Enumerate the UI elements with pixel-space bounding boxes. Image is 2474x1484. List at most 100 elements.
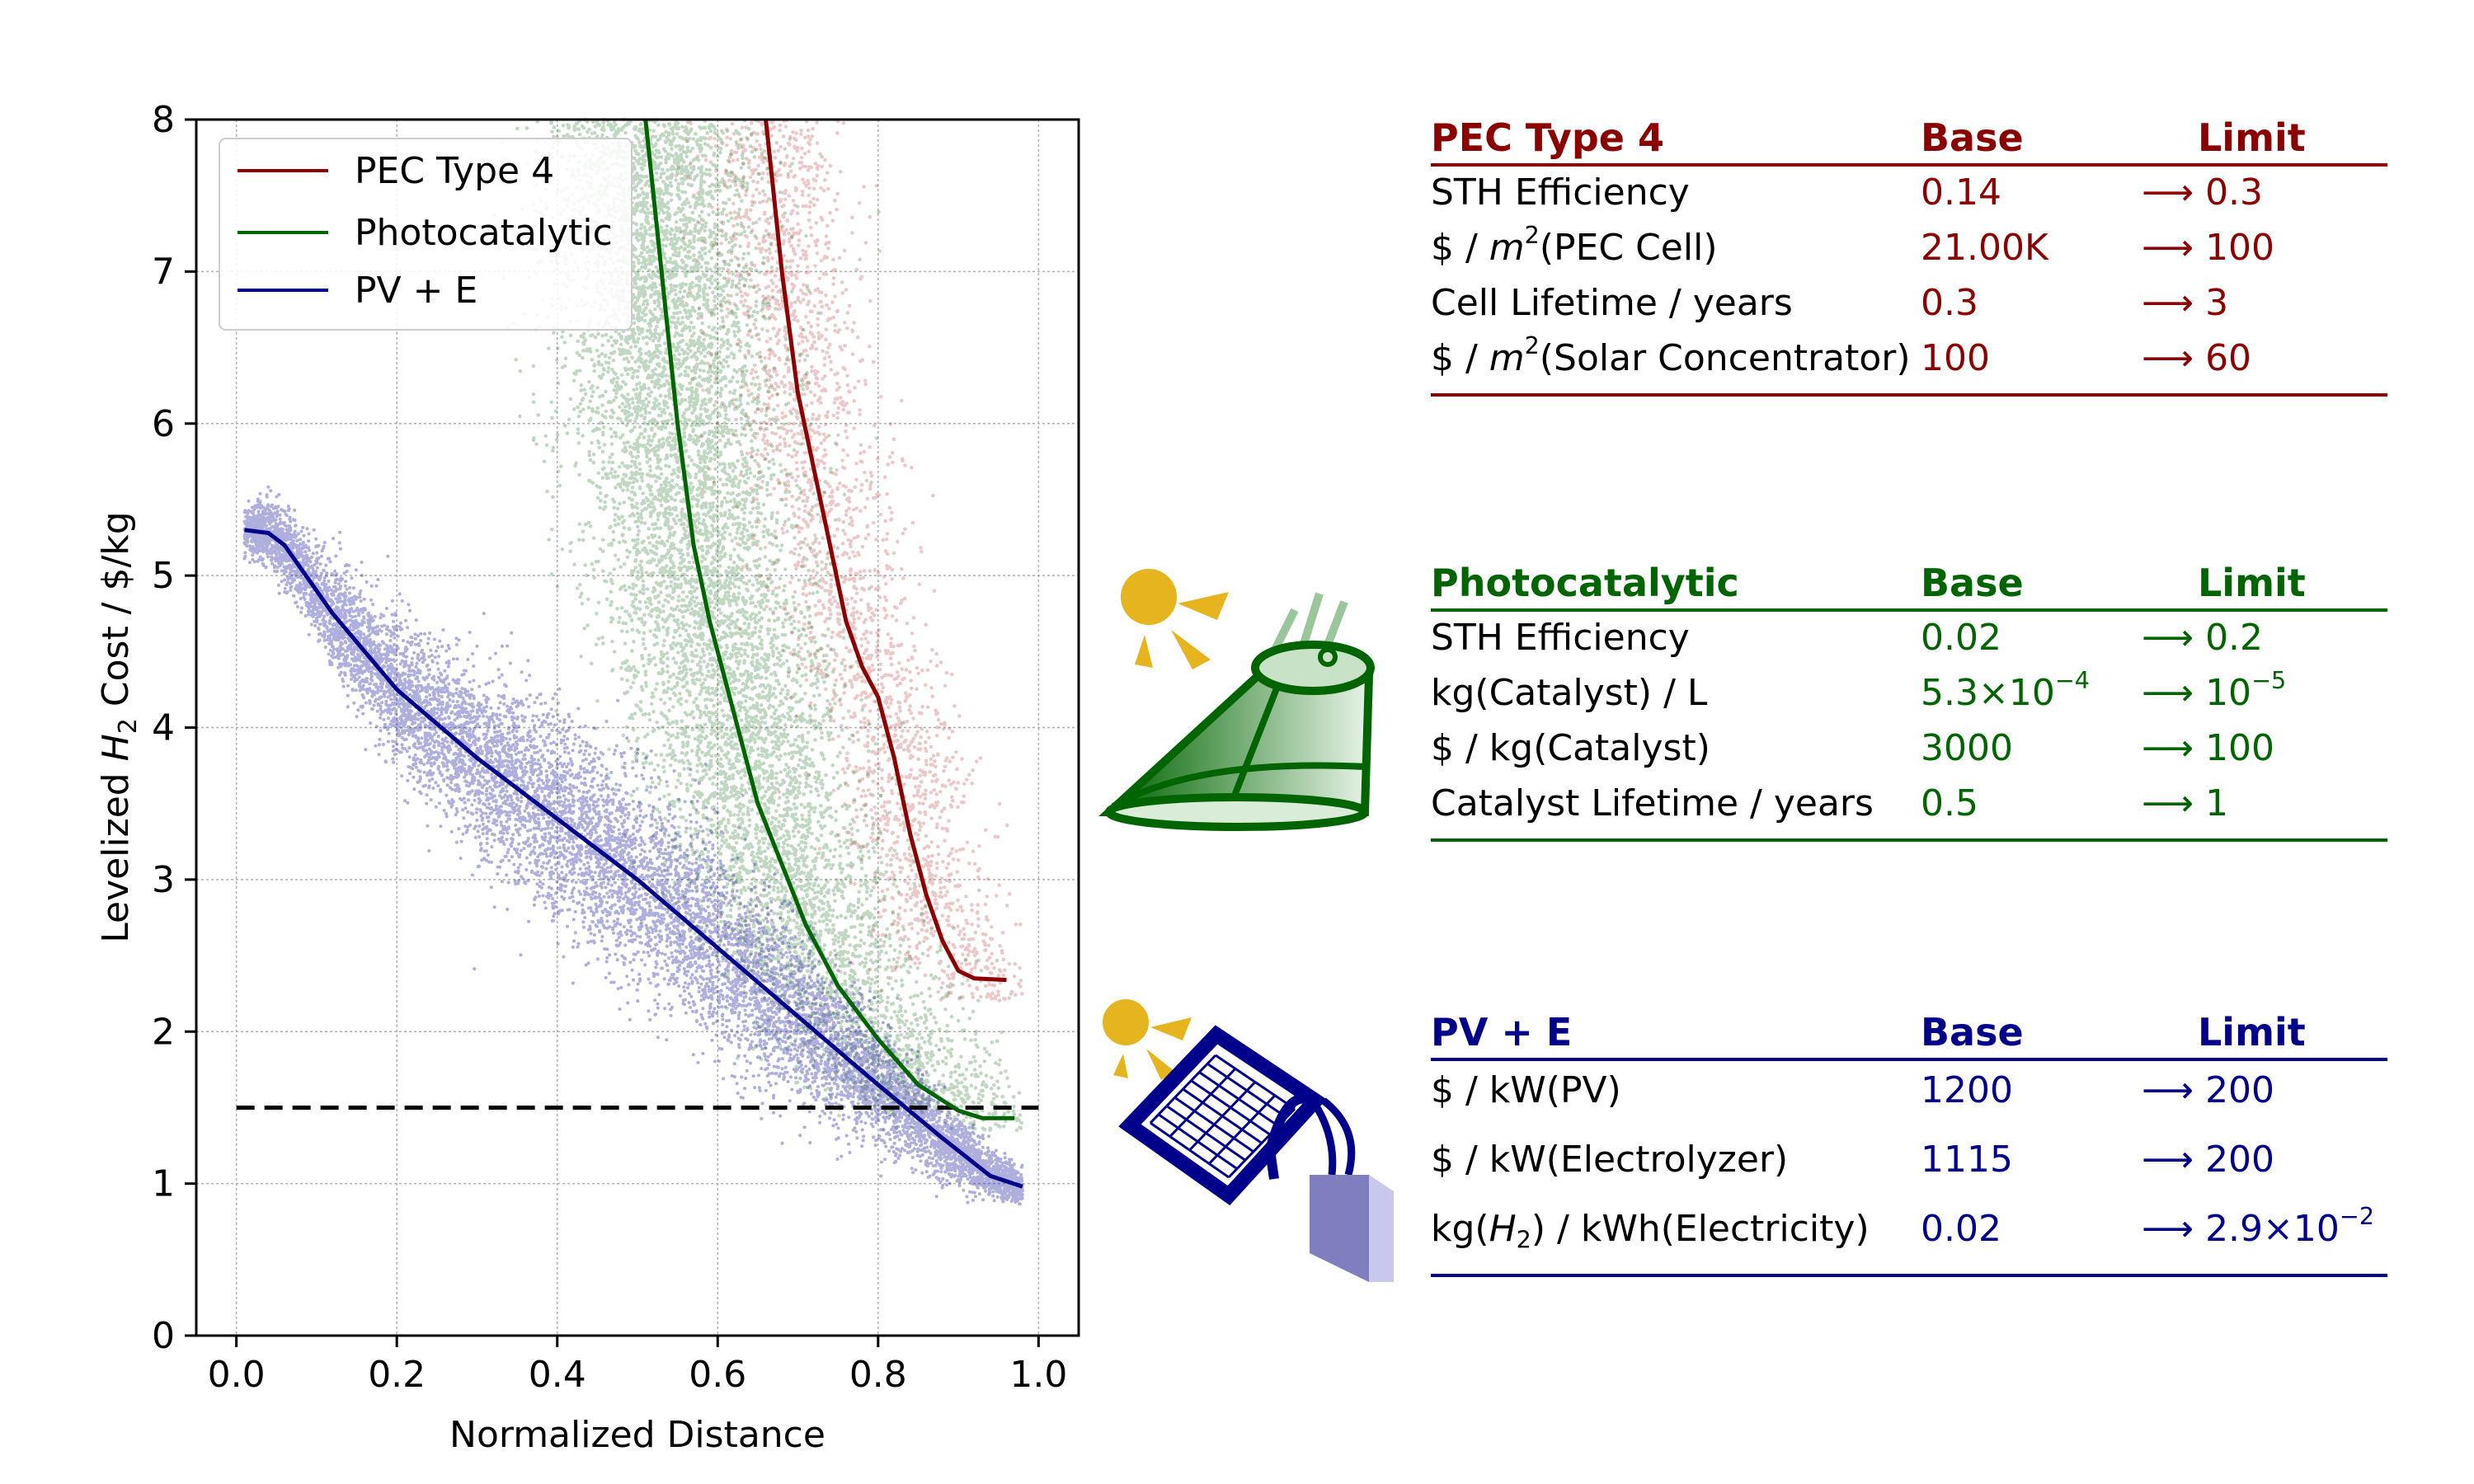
y-tick-label: 7 (152, 251, 175, 293)
table-row: Catalyst Lifetime / years 0.5 ⟶ 1 (1431, 782, 2387, 838)
sun-ray (1135, 635, 1153, 668)
legend-box (219, 138, 633, 331)
line-photocatalytic (643, 119, 1015, 1120)
limit-header: Limit (2198, 115, 2306, 160)
limit-value: ⟶ 200 (2142, 1139, 2275, 1181)
reactor-seam (1230, 683, 1282, 801)
limit-value: ⟶ 60 (2142, 337, 2252, 379)
panel-stand (1265, 1149, 1279, 1180)
table-title: PV + E (1431, 1010, 1573, 1054)
light-beam (1270, 608, 1299, 654)
limit-value: ⟶ 100 (2142, 727, 2275, 769)
y-tick-label: 8 (152, 99, 175, 141)
reactor-rib (1111, 762, 1366, 810)
base-value: 0.02 (1921, 617, 2001, 659)
line-pec (764, 119, 1007, 983)
table-row: $ / m2(Solar Concentrator) 100 ⟶ 60 (1431, 331, 2387, 393)
x-tick-label: 0.4 (529, 1354, 586, 1396)
x-tick-label: 0.0 (208, 1354, 266, 1396)
sun-icon (1103, 999, 1149, 1045)
y-tick-label: 1 (152, 1163, 175, 1205)
base-value: 0.14 (1921, 171, 2001, 214)
solar-panel-electrolyzer-icon (1103, 999, 1394, 1282)
param-label: STH Efficiency (1431, 617, 1690, 659)
y-axis-label: Levelized H2 Cost / $/kg (95, 511, 143, 942)
limit-value: ⟶ 0.3 (2142, 171, 2264, 214)
legend: PEC Type 4 Photocatalytic PV + E (219, 138, 633, 331)
table-header: PV + E Base Limit (1431, 1010, 2387, 1058)
base-value: 1200 (1921, 1069, 2013, 1111)
limit-value: ⟶ 0.2 (2142, 617, 2264, 659)
base-value: 0.3 (1921, 282, 1978, 324)
x-tick-label: 0.6 (689, 1354, 746, 1396)
wire (1312, 1102, 1337, 1176)
param-label: $ / kg(Catalyst) (1431, 727, 1710, 769)
sun-icon (1121, 569, 1177, 625)
line-pv (244, 528, 1023, 1189)
reactor-base (1105, 793, 1369, 831)
base-header: Base (1921, 1010, 2024, 1054)
table-header: Photocatalytic Base Limit (1431, 561, 2387, 608)
base-value: 0.02 (1921, 1208, 2001, 1250)
limit-value: ⟶ 3 (2142, 282, 2229, 324)
solar-panel-grid (1149, 1054, 1296, 1179)
x-tick-label: 0.2 (368, 1354, 426, 1396)
base-value: 3000 (1921, 727, 2013, 769)
table-title: Photocatalytic (1431, 561, 1739, 605)
panel-cell-line (1169, 1068, 1237, 1138)
pv-table: PV + E Base Limit $ / kW(PV) 1200 ⟶ 200 … (1431, 1010, 2387, 1277)
base-header: Base (1921, 561, 2024, 605)
sun-ray (1146, 1049, 1175, 1080)
pec-table: PEC Type 4 Base Limit STH Efficiency 0.1… (1431, 115, 2387, 397)
limit-header: Limit (2198, 561, 2306, 605)
table-header: PEC Type 4 Base Limit (1431, 115, 2387, 163)
wire (1321, 1097, 1356, 1176)
table-row: kg(H2) / kWh(Electricity) 0.02 ⟶ 2.9×10−… (1431, 1205, 2387, 1274)
param-label: STH Efficiency (1431, 171, 1690, 214)
param-label: Catalyst Lifetime / years (1431, 782, 1874, 824)
photocatalyst-reactor-icon (1098, 569, 1375, 831)
header-rule (1431, 1058, 2387, 1061)
x-axis-label: Normalized Distance (449, 1414, 825, 1456)
base-header: Base (1921, 115, 2024, 160)
reactor-top (1251, 641, 1375, 695)
limit-value: ⟶ 10−5 (2142, 665, 2287, 714)
table-row: STH Efficiency 0.14 ⟶ 0.3 (1431, 171, 2387, 227)
panel-stand (1265, 1093, 1314, 1152)
sun-ray (1171, 630, 1211, 669)
reactor-port (1318, 647, 1338, 667)
header-rule (1431, 608, 2387, 612)
base-value: 21.00K (1921, 227, 2048, 269)
y-tick-label: 6 (152, 403, 175, 445)
x-tick-label: 0.8 (849, 1354, 907, 1396)
footer-rule (1431, 393, 2387, 397)
legend-label-pv: PV + E (355, 270, 477, 312)
sun-ray (1150, 1017, 1192, 1040)
param-label: $ / kW(Electrolyzer) (1431, 1139, 1789, 1181)
series-lines (244, 119, 1023, 1189)
electrolyzer-box (1310, 1175, 1369, 1282)
sun-ray (1178, 592, 1229, 620)
param-label: $ / kW(PV) (1431, 1069, 1621, 1111)
y-tick-label: 5 (152, 555, 175, 597)
table-title: PEC Type 4 (1431, 115, 1664, 160)
param-label: kg(Catalyst) / L (1431, 672, 1708, 714)
base-value: 5.3×10−4 (1921, 665, 2090, 714)
table-row: $ / m2(PEC Cell) 21.00K ⟶ 100 (1431, 223, 2387, 282)
y-tick-label: 4 (152, 707, 175, 749)
y-tick-label: 2 (152, 1011, 175, 1053)
limit-value: ⟶ 200 (2142, 1069, 2275, 1111)
panel-cell-line (1149, 1054, 1217, 1125)
base-value: 1115 (1921, 1139, 2013, 1181)
panel-cell-line (1208, 1094, 1277, 1165)
y-tick-label: 3 (152, 859, 175, 901)
limit-value: ⟶ 1 (2142, 782, 2229, 824)
param-label: $ / m2(Solar Concentrator) (1431, 331, 1911, 379)
x-tick-label: 1.0 (1009, 1354, 1067, 1396)
legend-label-pec: PEC Type 4 (355, 150, 554, 192)
base-value: 0.5 (1921, 782, 1978, 824)
table-row: kg(Catalyst) / L 5.3×10−4 ⟶ 10−5 (1431, 665, 2387, 727)
electrolyzer-side (1369, 1175, 1394, 1282)
axis-ticks: 0.0 0.2 0.4 0.6 0.8 1.0 0 1 2 3 4 5 6 7 8 (152, 99, 1067, 1396)
